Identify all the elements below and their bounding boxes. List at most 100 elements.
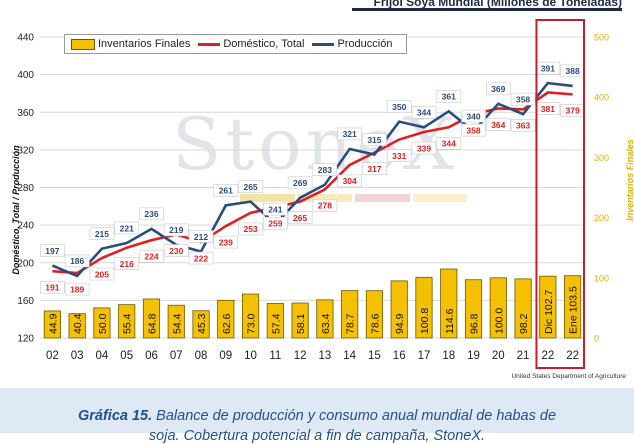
bar-value-label: 94.9	[394, 313, 406, 334]
bar-value-label: 64.8	[146, 313, 158, 334]
domestic-point-label: 364	[491, 120, 505, 130]
caption-number: Gráfica 15.	[77, 408, 153, 424]
x-tick-label: 03	[71, 350, 84, 362]
inventory-bar	[167, 304, 185, 339]
chart-title-fragment: Frijol Soya Mundial (Millones de Tonelad…	[373, 0, 622, 9]
bar-value-label: 73.0	[246, 313, 258, 334]
domestic-point-label-box	[287, 211, 313, 224]
inventory-bar	[440, 268, 458, 339]
bar-value-label: 55.4	[122, 313, 134, 334]
x-tick-label: 22	[541, 350, 554, 362]
production-point-label: 350	[392, 102, 406, 112]
watermark-stripes	[240, 194, 470, 202]
production-point-label-box	[386, 100, 412, 113]
domestic-point-label-box	[163, 244, 189, 257]
bar-value-label: 78.7	[345, 313, 357, 334]
production-point-label-box	[188, 230, 214, 243]
inventory-bar	[241, 293, 260, 339]
bar-value-label: 57.4	[270, 313, 282, 334]
caption-band	[0, 388, 634, 433]
legend-label-inventarios: Inventarios Finales	[98, 38, 191, 50]
inventory-bar	[217, 299, 235, 339]
domestic-point-label-box	[337, 174, 362, 188]
domestic-point-label-box	[213, 235, 239, 249]
legend-swatch-bar	[71, 38, 95, 50]
inventory-bar	[68, 313, 86, 339]
left-tick-label: 360	[17, 108, 34, 119]
domestic-point-label: 205	[95, 269, 109, 279]
figure-caption: Gráfica 15. Balance de producción y cons…	[0, 408, 634, 424]
domestic-point-label: 191	[45, 283, 59, 293]
title-underline	[352, 8, 622, 11]
bar-value-label: 40.4	[72, 313, 84, 334]
chart-plot: 44.9 40.4 50.0 55.4 64.8 54.4 45.3 62.6 73.0 57.4…	[17, 19, 609, 369]
production-point-label-box	[139, 207, 164, 221]
domestic-point-label: 189	[70, 284, 84, 294]
x-tick-label: 02	[46, 350, 59, 362]
domestic-point-label-box	[386, 149, 412, 162]
left-tick-label: 280	[17, 183, 34, 194]
production-point-label-box	[213, 184, 239, 197]
inventory-bar	[539, 275, 557, 339]
domestic-point-label-box	[238, 222, 263, 236]
domestic-point-label: 344	[442, 139, 456, 149]
inventory-bar	[316, 299, 334, 339]
production-point-label-box	[40, 244, 65, 257]
production-point-label-box	[64, 254, 90, 268]
left-axis-title: Doméstico, Total / Producción	[11, 145, 21, 275]
inventory-bar	[514, 278, 532, 339]
production-point-label: 283	[318, 165, 332, 175]
x-tick-label: 22	[566, 350, 579, 362]
domestic-point-label-box	[411, 141, 437, 155]
production-point-label: 221	[120, 223, 134, 233]
x-tick-label: 14	[343, 350, 356, 362]
production-point-label: 358	[516, 94, 530, 104]
domestic-point-label: 265	[293, 213, 307, 223]
production-point-label: 265	[243, 182, 257, 192]
bar-value-label: Dic 102.7	[543, 289, 555, 334]
domestic-point-label: 304	[343, 176, 357, 186]
production-point-label-box	[337, 127, 362, 141]
production-point-label: 269	[293, 178, 307, 188]
domestic-point-label-box	[64, 282, 90, 296]
production-point-label-box	[461, 109, 486, 123]
inventory-bar	[415, 276, 433, 339]
production-point-label: 321	[343, 129, 357, 139]
domestic-point-label-box	[263, 216, 288, 230]
production-point-label-box	[411, 106, 437, 119]
legend-label-domestico: Doméstico, Total	[223, 38, 305, 50]
inventory-bar	[390, 280, 408, 339]
caption-text: Balance de producción y consumo anual mu…	[152, 408, 557, 424]
domestic-point-label: 216	[120, 259, 134, 269]
inventory-bar	[118, 304, 136, 339]
production-point-label: 186	[70, 256, 84, 266]
legend-swatch-domestico	[198, 42, 221, 46]
production-point-label-box	[287, 176, 313, 190]
production-point-label: 219	[169, 225, 183, 235]
production-point-label-box	[114, 221, 140, 235]
inventory-bar	[365, 290, 384, 339]
domestic-point-label-box	[139, 249, 164, 263]
inventory-bar	[489, 277, 507, 339]
x-tick-label: 10	[244, 350, 257, 362]
production-point-label: 197	[45, 246, 59, 256]
legend-item-produccion: Producción	[312, 38, 392, 50]
bar-value-label: Ene 103.5	[568, 286, 580, 334]
domestic-point-label: 253	[243, 224, 257, 234]
legend-item-domestico: Doméstico, Total	[198, 38, 304, 50]
production-point-label-box	[485, 82, 511, 96]
domestic-point-label-box	[188, 251, 214, 265]
inventory-bar	[341, 290, 359, 339]
right-tick-label: 300	[594, 153, 609, 163]
domestic-point-label: 363	[516, 121, 530, 131]
x-tick-label: 09	[219, 350, 232, 362]
production-point-label: 236	[144, 209, 158, 219]
production-point-label: 361	[442, 92, 456, 102]
chart-area: Frijol Soya Mundial (Millones de Tonelad…	[11, 0, 634, 380]
domestic-line	[52, 91, 573, 275]
left-tick-label: 240	[17, 221, 34, 232]
legend-swatch-produccion	[312, 42, 335, 46]
x-tick-label: 18	[442, 350, 455, 362]
production-point-label-box	[510, 92, 536, 106]
production-point-label-box	[436, 90, 462, 103]
